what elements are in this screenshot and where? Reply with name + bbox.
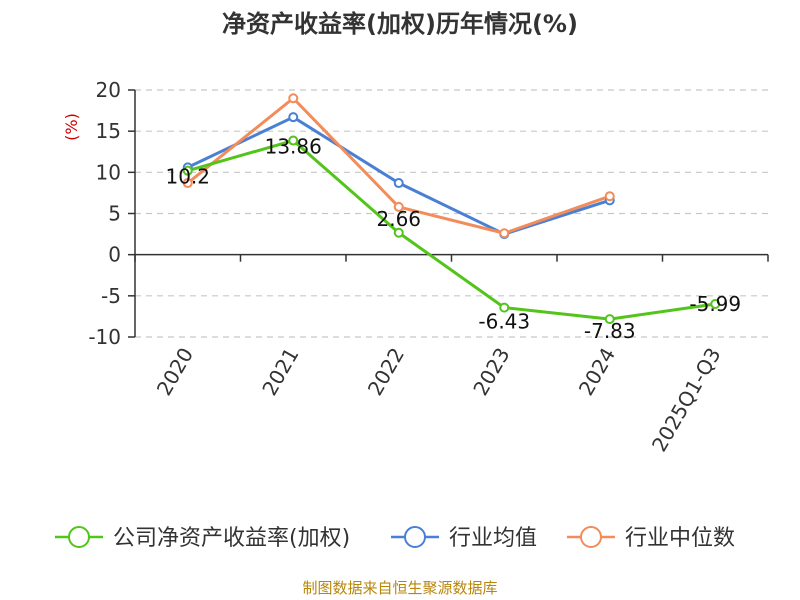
data-label: -7.83: [584, 319, 636, 343]
x-tick-labels: 2020 2021 2022 2023 2024 2025Q1-Q3: [152, 344, 726, 456]
y-tick-labels: 20 15 10 5 0 -5 -10: [88, 78, 121, 349]
legend: 公司净资产收益率(加权) 行业均值 行业中位数: [55, 526, 735, 551]
data-label: -5.99: [689, 292, 741, 316]
y-tick-label: -10: [88, 325, 121, 349]
y-tick-label: -5: [101, 284, 121, 308]
data-point: [499, 228, 510, 239]
legend-marker: [580, 526, 602, 548]
series-points: [182, 93, 721, 325]
chart-title: 净资产收益率(加权)历年情况(%): [222, 10, 578, 38]
x-tick-label: 2023: [468, 344, 514, 400]
data-point: [288, 93, 299, 104]
source-note: 制图数据来自恒生聚源数据库: [302, 579, 497, 597]
data-label: 13.86: [265, 135, 322, 159]
data-point: [182, 165, 193, 176]
x-tick-label: 2020: [152, 344, 198, 400]
x-tick-label: 2022: [363, 344, 409, 400]
legend-label: 公司净资产收益率(加权): [113, 526, 350, 551]
data-label: 2.66: [376, 207, 421, 231]
data-point: [393, 227, 404, 238]
y-tick-label: 10: [96, 160, 121, 184]
legend-marker: [68, 526, 90, 548]
data-label: -6.43: [478, 310, 530, 334]
x-tick-label: 2024: [574, 344, 620, 400]
x-tick-label: 2025Q1-Q3: [647, 344, 726, 456]
series-line: [187, 139, 716, 321]
y-axis-unit: (%): [62, 113, 81, 141]
gridlines: [135, 89, 768, 338]
legend-marker: [404, 526, 426, 548]
data-point: [604, 191, 615, 202]
data-point: [604, 314, 615, 325]
legend-label: 行业中位数: [625, 526, 735, 551]
y-tick-label: 5: [108, 202, 121, 226]
data-point: [393, 201, 404, 212]
y-tick-label: 15: [96, 119, 121, 143]
data-point: [710, 298, 721, 309]
data-point: [288, 135, 299, 146]
data-point: [288, 112, 299, 123]
data-label: 10.2: [165, 165, 210, 189]
data-point: [182, 178, 193, 189]
y-tick-label: 0: [108, 243, 121, 267]
series-lines: [186, 96, 716, 321]
x-tick-label: 2021: [257, 344, 303, 400]
axes: [128, 89, 769, 338]
data-point: [393, 178, 404, 189]
data-point: [499, 302, 510, 313]
legend-label: 行业均值: [449, 526, 537, 551]
y-tick-label: 20: [96, 78, 121, 102]
data-labels: 10.2 13.86 2.66 -6.43 -7.83 -5.99: [165, 135, 741, 344]
